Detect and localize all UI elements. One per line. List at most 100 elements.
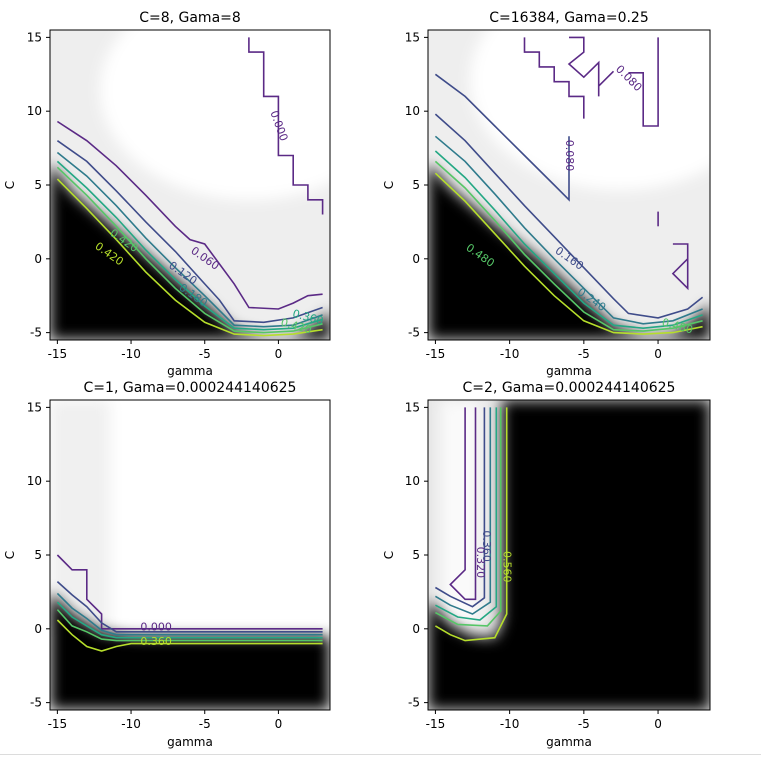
- subplot-title: C=1, Gama=0.000244140625: [84, 380, 297, 396]
- x-axis-ticks: -15 -10 -5 0: [426, 710, 662, 731]
- y-tick-label: 15: [27, 30, 42, 44]
- contour-lines: [434, 407, 508, 642]
- contour-line: [434, 150, 703, 330]
- y-tick-label: -5: [408, 326, 420, 340]
- y-tick-label: 10: [27, 474, 42, 488]
- x-tick-label: -5: [199, 347, 211, 361]
- dark-region: [50, 591, 330, 710]
- contour-label: 0.560: [501, 551, 514, 583]
- dark-region: [428, 162, 710, 340]
- y-tick-label: 10: [405, 474, 420, 488]
- contour-line: [56, 140, 323, 324]
- y-tick-label: 0: [412, 622, 420, 636]
- x-tick-label: -5: [199, 717, 211, 731]
- contour-line: [56, 554, 323, 630]
- contour-lines: [56, 37, 324, 337]
- x-tick-label: -15: [48, 717, 68, 731]
- contour-line: [434, 407, 508, 642]
- contour-line: [248, 37, 324, 215]
- x-axis-ticks: -15 -10 -5 0: [426, 340, 662, 361]
- subplot-title: C=2, Gama=0.000244140625: [463, 380, 676, 396]
- contour-label: 0.360: [480, 530, 493, 562]
- subplot-title: C=8, Gama=8: [139, 10, 241, 26]
- x-tick-label: -10: [121, 347, 141, 361]
- contour-line: [56, 120, 323, 310]
- contour-line: [434, 407, 492, 615]
- x-axis-ticks: -15 -10 -5 0: [48, 340, 283, 361]
- y-tick-label: -5: [408, 696, 420, 710]
- contour-line: [567, 36, 600, 97]
- x-axis-label: gamma: [546, 364, 592, 378]
- contour-line: [523, 37, 585, 119]
- bottom-divider: [0, 754, 761, 755]
- contour-label: 0.000: [140, 620, 172, 633]
- light-region: [440, 400, 480, 630]
- contour-label: 0.360: [140, 635, 172, 648]
- light-region: [100, 30, 330, 200]
- y-axis-ticks: -5 0 5 10 15: [405, 30, 428, 340]
- y-tick-label: 5: [412, 178, 420, 192]
- y-tick-label: 0: [34, 622, 42, 636]
- y-tick-label: 5: [412, 548, 420, 562]
- y-tick-label: 15: [405, 30, 420, 44]
- y-axis-ticks: -5 0 5 10 15: [27, 30, 50, 340]
- contour-line: [56, 601, 323, 639]
- x-tick-label: -10: [500, 347, 520, 361]
- x-tick-label: 0: [275, 347, 283, 361]
- x-axis-label: gamma: [167, 364, 213, 378]
- contour-line: [56, 178, 323, 337]
- contour-line: [434, 73, 570, 202]
- y-axis-label: C: [3, 181, 17, 189]
- contour-line: [434, 160, 703, 332]
- x-tick-label: -10: [500, 717, 520, 731]
- x-axis-label: gamma: [546, 735, 592, 749]
- y-tick-label: 10: [405, 104, 420, 118]
- y-axis-ticks: -5 0 5 10 15: [27, 400, 50, 710]
- y-axis-label: C: [3, 551, 17, 559]
- contour-line: [56, 609, 323, 642]
- x-tick-label: -5: [578, 717, 590, 731]
- x-tick-label: 0: [654, 717, 662, 731]
- y-tick-label: -5: [30, 696, 42, 710]
- x-axis-ticks: -15 -10 -5 0: [48, 710, 282, 731]
- subplot-1: C=8, Gama=8 0.0000.0600.1200.1800.4200.4…: [3, 10, 331, 378]
- x-tick-label: -15: [48, 347, 68, 361]
- contour-line: [434, 407, 486, 608]
- x-tick-label: -10: [121, 717, 141, 731]
- contour-line: [56, 581, 323, 633]
- contour-line: [434, 113, 704, 319]
- x-tick-label: 0: [654, 347, 662, 361]
- y-tick-label: -5: [30, 326, 42, 340]
- y-tick-label: 15: [27, 400, 42, 414]
- contour-line: [56, 166, 323, 334]
- contour-lines: [56, 554, 323, 652]
- contour-line: [435, 407, 502, 627]
- contour-line: [671, 243, 689, 291]
- y-tick-label: 5: [34, 548, 42, 562]
- y-axis-ticks: -5 0 5 10 15: [405, 400, 428, 710]
- contour-line: [449, 407, 477, 601]
- dark-region: [428, 400, 710, 710]
- contour-line: [56, 592, 323, 636]
- contour-line: [598, 70, 615, 87]
- dark-region: [50, 162, 330, 340]
- x-axis-label: gamma: [167, 735, 213, 749]
- x-tick-label: -15: [426, 347, 446, 361]
- subplot-2: C=16384, Gama=0.25 0.0800.0800.1600.2400…: [382, 10, 711, 378]
- x-tick-label: -5: [578, 347, 590, 361]
- x-tick-label: -15: [426, 717, 446, 731]
- light-region: [50, 400, 110, 630]
- contour-line: [56, 151, 323, 328]
- contour-line: [56, 160, 323, 331]
- contour-line: [434, 172, 703, 335]
- contour-line: [56, 619, 323, 652]
- contour-line: [434, 135, 703, 325]
- y-tick-label: 0: [34, 252, 42, 266]
- light-region: [470, 30, 710, 190]
- contour-lines: [434, 36, 704, 335]
- y-axis-label: C: [382, 181, 396, 189]
